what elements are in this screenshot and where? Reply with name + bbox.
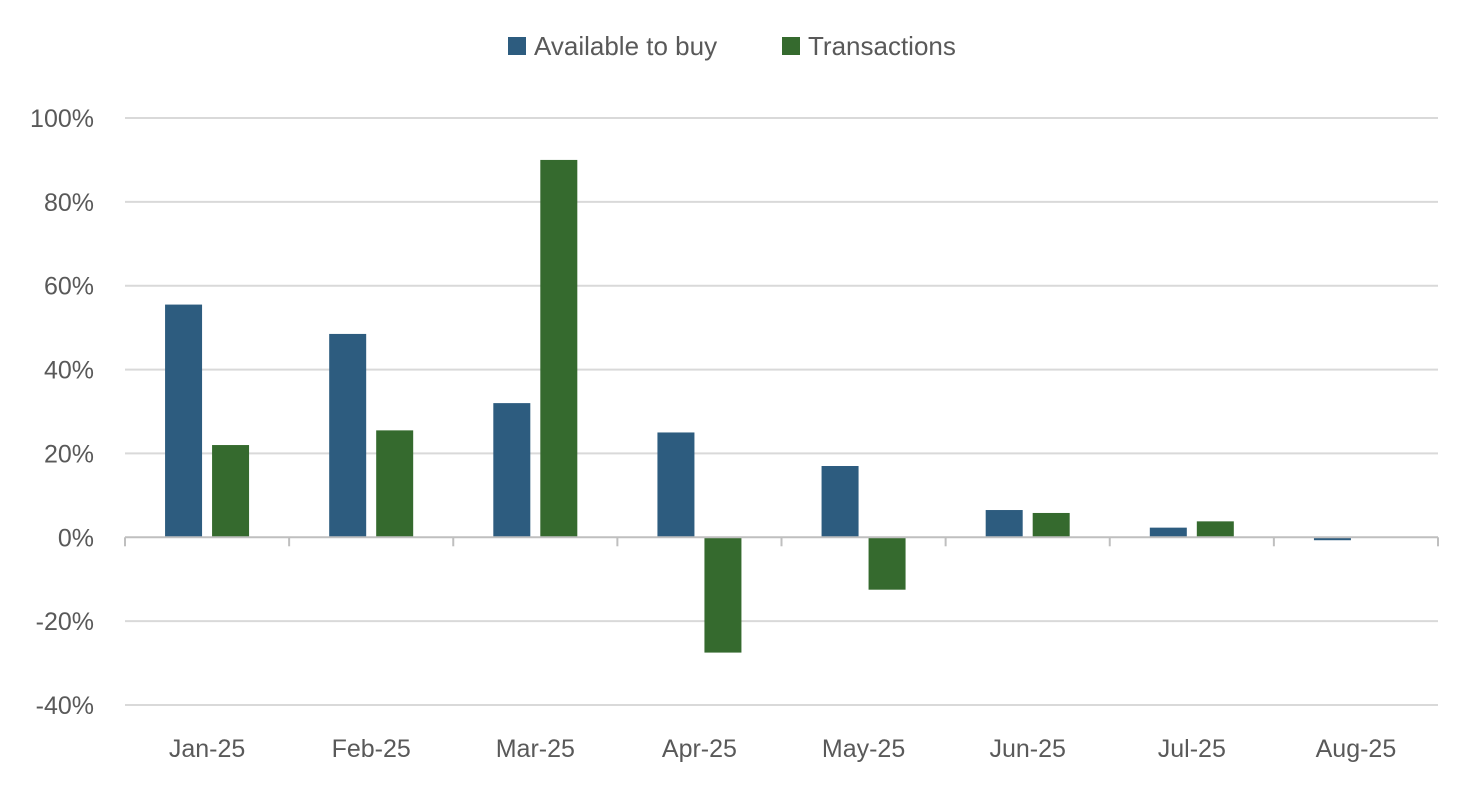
- gridlines: [125, 117, 1438, 706]
- bar-available-to-buy-feb-25: [329, 333, 367, 538]
- bar-transactions-may-25: [868, 537, 906, 590]
- y-tick-label: -20%: [36, 608, 94, 636]
- bar-transactions-jun-25: [1032, 512, 1070, 538]
- legend-swatch: [782, 37, 800, 55]
- x-axis: [124, 536, 1439, 547]
- y-axis-tick-labels: 100% 80% 60% 40% 20% 0% -20% -40%: [30, 105, 94, 720]
- x-tick-label: Feb-25: [332, 735, 411, 763]
- x-tick-label: Jul-25: [1158, 735, 1226, 763]
- bar-available-to-buy-aug-25: [1313, 537, 1351, 541]
- bar-available-to-buy-jun-25: [985, 510, 1023, 538]
- legend-label: Available to buy: [534, 31, 717, 61]
- y-tick-label: -40%: [36, 692, 94, 720]
- bar-available-to-buy-jul-25: [1149, 527, 1187, 538]
- bar-transactions-mar-25: [540, 159, 578, 538]
- bar-available-to-buy-mar-25: [493, 403, 531, 538]
- y-tick-label: 40%: [44, 357, 94, 385]
- y-tick-label: 20%: [44, 440, 94, 468]
- legend-label: Transactions: [808, 31, 956, 61]
- legend: Available to buy Transactions: [508, 31, 956, 61]
- x-tick-label: Apr-25: [662, 735, 737, 763]
- bar-available-to-buy-apr-25: [657, 432, 695, 538]
- x-axis-tick-labels: Jan-25 Feb-25 Mar-25 Apr-25 May-25 Jun-25 Jul-…: [169, 735, 1396, 763]
- y-tick-label: 100%: [30, 105, 94, 133]
- x-tick-label: Mar-25: [496, 735, 575, 763]
- bar-available-to-buy-may-25: [821, 466, 859, 538]
- bar-transactions-jul-25: [1196, 521, 1234, 538]
- x-tick-label: Jan-25: [169, 735, 245, 763]
- x-tick-label: Jun-25: [989, 735, 1065, 763]
- bars: [165, 159, 1351, 653]
- x-tick-label: May-25: [822, 735, 905, 763]
- x-tick-label: Aug-25: [1316, 735, 1397, 763]
- legend-swatch: [508, 37, 526, 55]
- y-tick-label: 0%: [58, 524, 94, 552]
- y-tick-label: 80%: [44, 189, 94, 217]
- bar-transactions-feb-25: [376, 430, 414, 538]
- bar-transactions-apr-25: [704, 537, 742, 653]
- bar-available-to-buy-jan-25: [165, 304, 203, 538]
- y-tick-label: 60%: [44, 273, 94, 301]
- bar-transactions-jan-25: [212, 445, 250, 538]
